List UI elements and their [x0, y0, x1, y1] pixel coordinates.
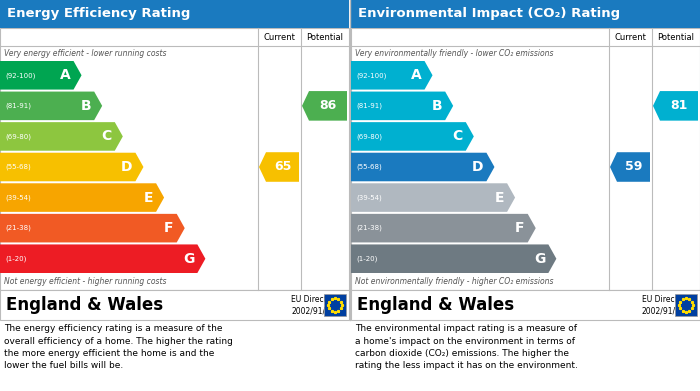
Bar: [324, 294, 346, 316]
Text: Not energy efficient - higher running costs: Not energy efficient - higher running co…: [4, 276, 167, 285]
Polygon shape: [351, 244, 556, 273]
Polygon shape: [351, 214, 536, 242]
Text: 86: 86: [319, 99, 337, 112]
Text: (81-91): (81-91): [5, 102, 31, 109]
Polygon shape: [351, 122, 474, 151]
Text: F: F: [164, 221, 174, 235]
Text: Energy Efficiency Rating: Energy Efficiency Rating: [7, 7, 190, 20]
Text: (81-91): (81-91): [356, 102, 382, 109]
Text: Very environmentally friendly - lower CO₂ emissions: Very environmentally friendly - lower CO…: [355, 48, 554, 57]
Polygon shape: [351, 153, 494, 181]
Bar: [0, 28, 349, 290]
Text: (39-54): (39-54): [356, 194, 382, 201]
Bar: [0, 0, 349, 28]
Polygon shape: [653, 91, 698, 121]
Text: (1-20): (1-20): [356, 255, 377, 262]
Text: EU Directive
2002/91/EC: EU Directive 2002/91/EC: [642, 294, 689, 316]
Text: England & Wales: England & Wales: [6, 296, 163, 314]
Text: Current: Current: [615, 32, 646, 41]
Bar: [675, 294, 697, 316]
Bar: [351, 290, 700, 320]
Text: Potential: Potential: [307, 32, 344, 41]
Text: B: B: [80, 99, 91, 113]
Text: B: B: [431, 99, 442, 113]
Text: EU Directive
2002/91/EC: EU Directive 2002/91/EC: [291, 294, 338, 316]
Text: E: E: [144, 190, 153, 204]
Polygon shape: [0, 153, 144, 181]
Text: A: A: [411, 68, 421, 82]
Text: Potential: Potential: [657, 32, 694, 41]
Polygon shape: [351, 91, 453, 120]
Text: (69-80): (69-80): [5, 133, 31, 140]
Text: (92-100): (92-100): [5, 72, 36, 79]
Text: Very energy efficient - lower running costs: Very energy efficient - lower running co…: [4, 48, 167, 57]
Polygon shape: [610, 152, 650, 182]
Text: C: C: [453, 129, 463, 143]
Polygon shape: [302, 91, 347, 121]
Polygon shape: [0, 214, 185, 242]
Text: 81: 81: [671, 99, 687, 112]
Text: G: G: [183, 252, 195, 266]
Text: C: C: [102, 129, 112, 143]
Text: Not environmentally friendly - higher CO₂ emissions: Not environmentally friendly - higher CO…: [355, 276, 554, 285]
Text: A: A: [60, 68, 71, 82]
Polygon shape: [0, 244, 205, 273]
Text: 59: 59: [625, 160, 642, 174]
Text: E: E: [495, 190, 504, 204]
Polygon shape: [259, 152, 299, 182]
Text: (55-68): (55-68): [356, 164, 382, 170]
Text: The environmental impact rating is a measure of
a home's impact on the environme: The environmental impact rating is a mea…: [355, 324, 578, 371]
Text: D: D: [472, 160, 484, 174]
Text: (92-100): (92-100): [356, 72, 386, 79]
Polygon shape: [351, 61, 433, 90]
Bar: [351, 28, 700, 290]
Polygon shape: [0, 61, 81, 90]
Text: The energy efficiency rating is a measure of the
overall efficiency of a home. T: The energy efficiency rating is a measur…: [4, 324, 233, 371]
Polygon shape: [351, 183, 515, 212]
Text: (1-20): (1-20): [5, 255, 27, 262]
Text: (21-38): (21-38): [5, 225, 31, 231]
Bar: [351, 0, 700, 28]
Text: (55-68): (55-68): [5, 164, 31, 170]
Text: G: G: [534, 252, 545, 266]
Text: Environmental Impact (CO₂) Rating: Environmental Impact (CO₂) Rating: [358, 7, 620, 20]
Text: (69-80): (69-80): [356, 133, 382, 140]
Bar: [0, 290, 349, 320]
Text: England & Wales: England & Wales: [357, 296, 514, 314]
Polygon shape: [0, 183, 164, 212]
Text: (39-54): (39-54): [5, 194, 31, 201]
Text: Current: Current: [264, 32, 295, 41]
Text: D: D: [121, 160, 132, 174]
Text: 65: 65: [274, 160, 291, 174]
Polygon shape: [0, 91, 102, 120]
Polygon shape: [0, 122, 122, 151]
Text: (21-38): (21-38): [356, 225, 382, 231]
Text: F: F: [515, 221, 525, 235]
